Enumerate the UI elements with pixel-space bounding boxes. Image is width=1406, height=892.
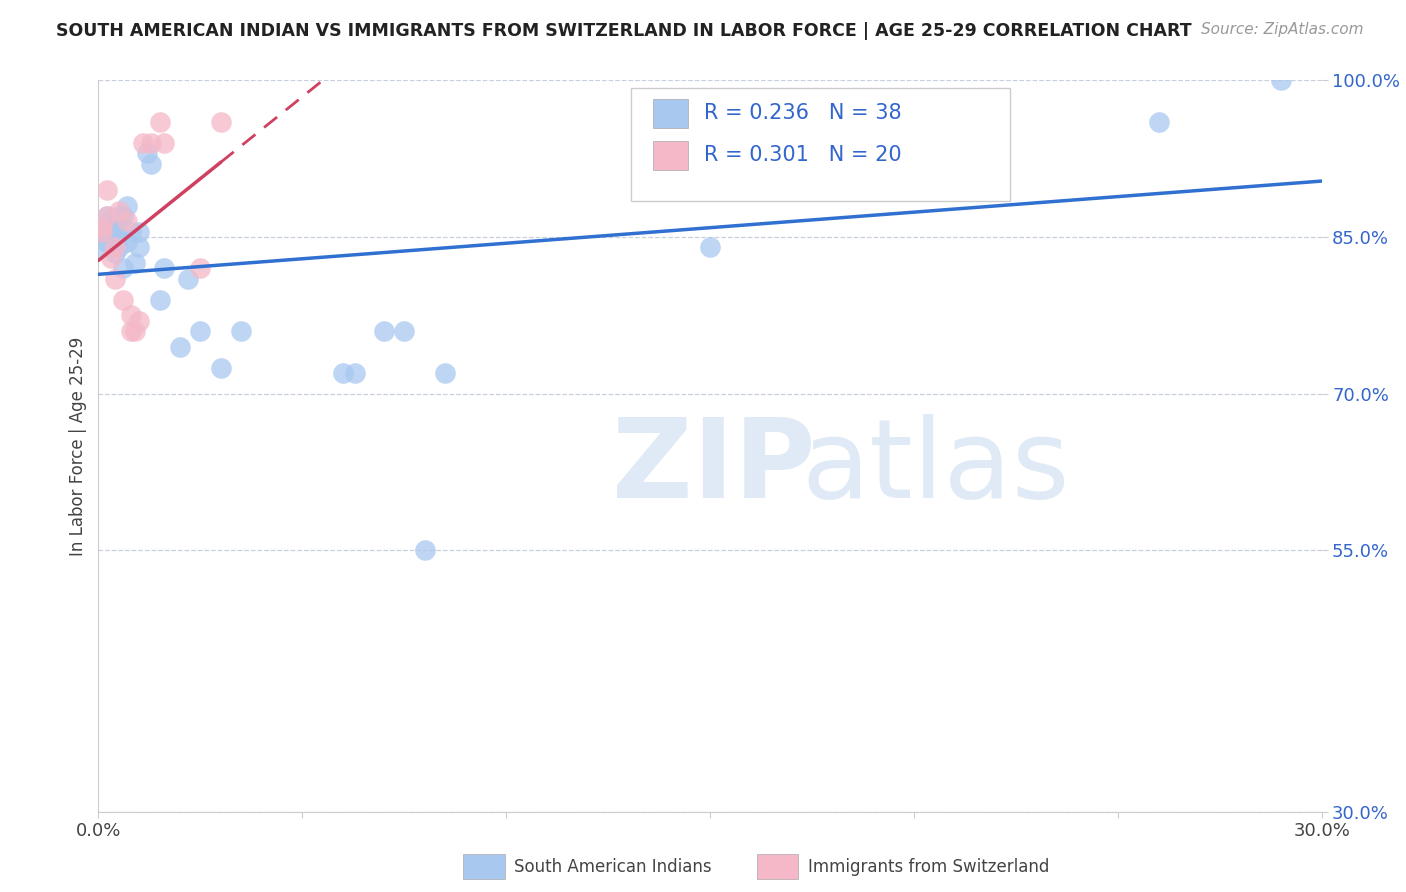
Point	[1270, 73, 1292, 87]
Text: ZIP: ZIP	[612, 415, 815, 522]
Point	[104, 219, 127, 234]
Point	[392, 324, 416, 338]
Point	[91, 219, 114, 234]
Point	[149, 293, 172, 307]
Point	[128, 313, 150, 327]
Point	[344, 366, 367, 380]
FancyBboxPatch shape	[463, 855, 505, 879]
Point	[209, 115, 232, 129]
Point	[91, 225, 114, 239]
Point	[96, 209, 118, 223]
Text: South American Indians: South American Indians	[515, 857, 711, 876]
Point	[373, 324, 395, 338]
Point	[96, 209, 118, 223]
Point	[177, 272, 200, 286]
Point	[152, 261, 174, 276]
Point	[132, 136, 155, 150]
Point	[104, 245, 127, 260]
Point	[111, 293, 134, 307]
Point	[120, 324, 142, 338]
FancyBboxPatch shape	[652, 99, 688, 128]
Point	[124, 256, 146, 270]
Point	[108, 230, 131, 244]
Point	[1147, 115, 1170, 129]
Point	[115, 214, 138, 228]
Point	[169, 340, 191, 354]
FancyBboxPatch shape	[652, 141, 688, 169]
Y-axis label: In Labor Force | Age 25-29: In Labor Force | Age 25-29	[69, 336, 87, 556]
Point	[128, 225, 150, 239]
Point	[141, 157, 163, 171]
Point	[120, 225, 142, 239]
Point	[120, 309, 142, 323]
Text: Immigrants from Switzerland: Immigrants from Switzerland	[808, 857, 1049, 876]
Point	[108, 209, 131, 223]
Point	[96, 183, 118, 197]
Point	[108, 203, 131, 218]
Text: R = 0.301   N = 20: R = 0.301 N = 20	[704, 145, 901, 165]
Point	[108, 240, 131, 254]
Point	[136, 146, 159, 161]
Text: atlas: atlas	[801, 415, 1070, 522]
Point	[104, 240, 127, 254]
Point	[141, 136, 163, 150]
Point	[332, 366, 354, 380]
Point	[699, 240, 721, 254]
Point	[188, 324, 212, 338]
Text: R = 0.236   N = 38: R = 0.236 N = 38	[704, 103, 901, 123]
Point	[152, 136, 174, 150]
Point	[209, 360, 232, 375]
Point	[188, 261, 212, 276]
FancyBboxPatch shape	[630, 87, 1010, 201]
Point	[96, 235, 118, 250]
Point	[111, 261, 134, 276]
Point	[128, 240, 150, 254]
Point	[434, 366, 457, 380]
Point	[91, 225, 114, 239]
Point	[91, 240, 114, 254]
Point	[115, 199, 138, 213]
Point	[124, 324, 146, 338]
FancyBboxPatch shape	[756, 855, 799, 879]
Text: Source: ZipAtlas.com: Source: ZipAtlas.com	[1201, 22, 1364, 37]
Point	[100, 251, 122, 265]
Text: SOUTH AMERICAN INDIAN VS IMMIGRANTS FROM SWITZERLAND IN LABOR FORCE | AGE 25-29 : SOUTH AMERICAN INDIAN VS IMMIGRANTS FROM…	[56, 22, 1192, 40]
Point	[231, 324, 253, 338]
Point	[413, 543, 436, 558]
Point	[903, 115, 925, 129]
Point	[149, 115, 172, 129]
Point	[111, 209, 134, 223]
Point	[104, 272, 127, 286]
Point	[115, 235, 138, 250]
Point	[100, 225, 122, 239]
Point	[100, 214, 122, 228]
